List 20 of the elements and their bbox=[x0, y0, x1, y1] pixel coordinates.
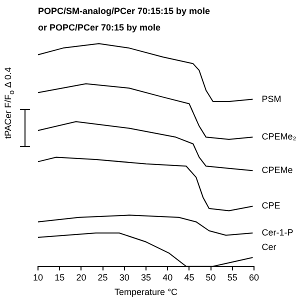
x-tick-label: 45 bbox=[184, 272, 194, 282]
series-label: Cer-1-P bbox=[262, 227, 294, 238]
chart-title: POPC/SM-analog/PCer 70:15:15 by mole bbox=[38, 6, 210, 16]
x-tick-label: 25 bbox=[98, 272, 108, 282]
x-tick-label: 60 bbox=[248, 272, 260, 282]
series-label: CPEMe₂ bbox=[262, 132, 297, 142]
x-tick-label: 40 bbox=[162, 272, 173, 282]
series-label: CPE bbox=[262, 200, 280, 211]
series-label: CPEMe bbox=[262, 165, 293, 176]
x-tick-label: 20 bbox=[76, 272, 86, 282]
x-tick-label: 35 bbox=[140, 272, 152, 282]
x-axis-title: Temperature °C bbox=[114, 287, 178, 298]
x-tick-label: 55 bbox=[227, 272, 238, 282]
x-tick-label: 30 bbox=[119, 272, 130, 282]
x-tick-label: 15 bbox=[54, 272, 65, 282]
chart-subtitle: or POPC/PCer 70:15 by mole bbox=[38, 22, 161, 33]
series-label: Cer bbox=[262, 242, 276, 252]
x-tick-label: 10 bbox=[32, 272, 44, 282]
series-label: PSM bbox=[262, 94, 282, 104]
x-tick-label: 50 bbox=[206, 272, 216, 282]
